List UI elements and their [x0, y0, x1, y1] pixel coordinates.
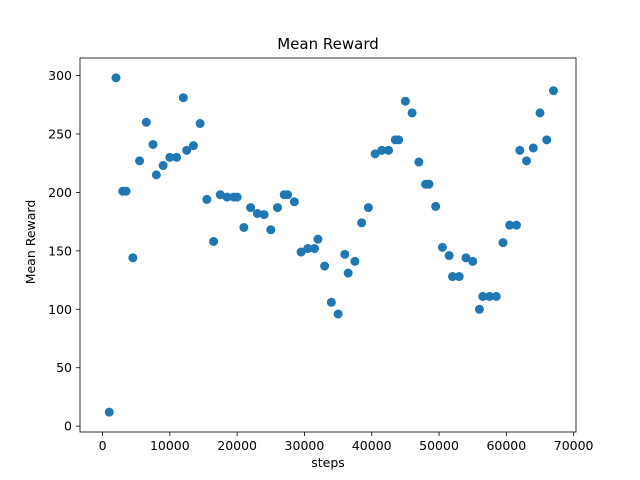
data-point — [273, 203, 283, 213]
x-tick-label: 50000 — [419, 438, 459, 453]
data-point — [266, 225, 276, 235]
data-point — [135, 156, 145, 166]
y-tick-label: 50 — [56, 360, 72, 375]
data-point — [548, 86, 558, 96]
x-tick-label: 30000 — [285, 438, 325, 453]
y-axis: 0 50 100 150 200 250 300 — [48, 68, 80, 434]
data-point — [283, 190, 293, 200]
data-point — [542, 135, 552, 145]
data-point — [128, 253, 138, 263]
data-point — [202, 194, 212, 204]
data-point — [333, 309, 343, 319]
data-point — [340, 249, 350, 259]
data-point — [151, 170, 161, 180]
data-point — [158, 161, 168, 171]
data-point — [498, 238, 508, 248]
data-point — [431, 201, 441, 211]
data-point — [370, 149, 380, 159]
data-point — [303, 244, 313, 254]
y-tick-label: 250 — [48, 126, 72, 141]
data-point — [182, 145, 192, 155]
data-points — [104, 73, 558, 417]
data-point — [195, 118, 205, 128]
data-point — [363, 203, 373, 213]
y-tick-label: 200 — [48, 185, 72, 200]
data-point — [454, 272, 464, 282]
data-point — [444, 251, 454, 261]
data-point — [148, 139, 158, 149]
y-tick-label: 0 — [64, 419, 72, 434]
data-point — [414, 157, 424, 167]
y-tick-label: 100 — [48, 302, 72, 317]
data-point — [522, 156, 532, 166]
x-tick-label: 40000 — [352, 438, 392, 453]
data-point — [474, 304, 484, 314]
data-point — [384, 145, 394, 155]
data-point — [313, 234, 323, 244]
data-point — [468, 256, 478, 266]
data-point — [326, 297, 336, 307]
plot-frame — [79, 57, 577, 433]
data-point — [528, 143, 538, 153]
data-point — [239, 222, 249, 232]
data-point — [485, 291, 495, 301]
data-point — [505, 220, 515, 230]
data-point — [296, 247, 306, 257]
x-tick-label: 10000 — [150, 438, 190, 453]
y-axis-title: Mean Reward — [23, 200, 38, 285]
x-axis-title: steps — [311, 455, 345, 470]
data-point — [343, 268, 353, 278]
x-tick-label: 0 — [99, 438, 107, 453]
data-point — [478, 291, 488, 301]
data-point — [178, 93, 188, 103]
x-tick-label: 70000 — [554, 438, 594, 453]
data-point — [437, 242, 447, 252]
data-point — [172, 152, 182, 162]
data-point — [407, 108, 417, 118]
data-point — [491, 291, 501, 301]
data-point — [165, 152, 175, 162]
data-point — [461, 253, 471, 263]
y-tick-label: 150 — [48, 243, 72, 258]
data-point — [535, 108, 545, 118]
data-point — [377, 145, 387, 155]
data-point — [104, 407, 114, 417]
data-point — [188, 141, 198, 151]
data-point — [222, 192, 232, 202]
data-point — [209, 236, 219, 246]
x-axis: 0 10000 20000 30000 40000 50000 60000 70000 — [99, 432, 594, 453]
x-tick-label: 60000 — [486, 438, 526, 453]
data-point — [448, 272, 458, 282]
chart-title: Mean Reward — [277, 35, 379, 53]
data-point — [121, 186, 131, 196]
data-point — [350, 256, 360, 266]
data-point — [515, 145, 525, 155]
data-point — [320, 261, 330, 271]
data-point — [394, 135, 404, 145]
plot-area — [79, 57, 577, 433]
data-point — [400, 96, 410, 106]
data-point — [252, 208, 262, 218]
data-point — [111, 73, 121, 83]
data-point — [259, 210, 269, 220]
data-point — [310, 244, 320, 254]
data-point — [357, 218, 367, 228]
data-point — [424, 179, 434, 189]
data-point — [141, 117, 151, 127]
data-point — [511, 220, 521, 230]
data-point — [289, 197, 299, 207]
x-tick-label: 20000 — [217, 438, 257, 453]
y-tick-label: 300 — [48, 68, 72, 83]
data-point — [232, 192, 242, 202]
data-point — [246, 203, 256, 213]
